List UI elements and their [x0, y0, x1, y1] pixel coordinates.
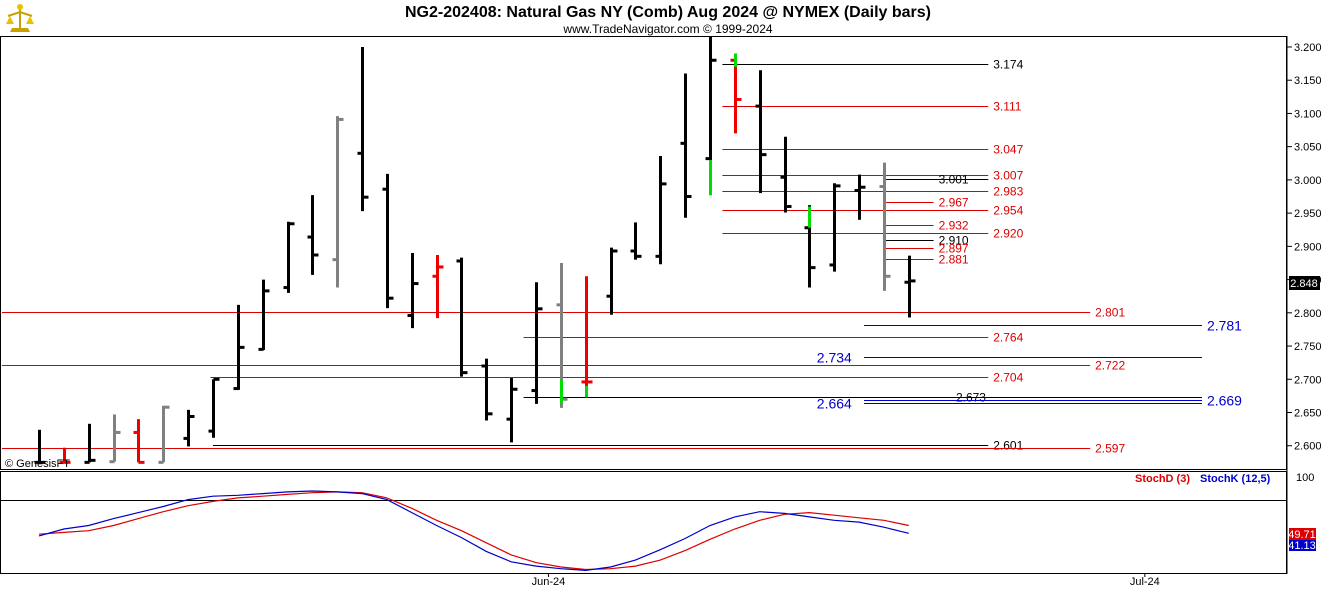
level-label: 3.001 — [939, 173, 969, 187]
y-tick-label: 2.700 — [1294, 374, 1322, 386]
ohlc-bar — [904, 255, 916, 318]
stoch-k-line — [38, 490, 909, 572]
ohlc-bar — [829, 183, 841, 272]
level-label: 2.801 — [1095, 306, 1125, 320]
stoch-d-value-box — [1289, 528, 1316, 540]
ohlc-bar — [357, 46, 369, 212]
ohlc-bar — [655, 155, 667, 265]
level-label: 3.047 — [993, 143, 1023, 157]
ohlc-bar — [109, 414, 121, 464]
ohlc-bar — [879, 162, 891, 291]
level-label: 2.983 — [993, 185, 1023, 199]
level-label: 3.174 — [993, 58, 1023, 72]
level-label: 2.781 — [1207, 318, 1242, 334]
ohlc-bar — [59, 447, 71, 464]
ohlc-bar — [183, 409, 195, 447]
ohlc-bar — [208, 377, 220, 438]
ohlc-bar — [382, 173, 394, 309]
y-tick-label: 2.650 — [1294, 408, 1322, 420]
ohlc-bar — [755, 70, 767, 194]
ohlc-bar — [283, 221, 295, 293]
level-label: 2.764 — [993, 331, 1023, 345]
watermark-label: © GenesisFT — [5, 458, 70, 470]
chart-subtitle: www.TradeNavigator.com © 1999-2024 — [562, 22, 772, 36]
level-label: 2.967 — [939, 196, 969, 210]
ohlc-bar — [84, 423, 96, 464]
ohlc-bar — [680, 73, 692, 218]
level-label: 2.673 — [956, 391, 986, 405]
level-label: 2.932 — [939, 219, 969, 233]
x-tick-label: Jul-24 — [1130, 576, 1160, 588]
y-tick-label: 3.150 — [1294, 75, 1322, 87]
ohlc-bar — [531, 282, 543, 404]
y-tick-label: 3.200 — [1294, 42, 1322, 54]
stoch-d-line — [38, 491, 909, 571]
stoch-tick-100: 100 — [1296, 472, 1314, 484]
last-price-label: 2.848 — [1290, 278, 1318, 290]
stoch-k-value: 41.13 — [1288, 540, 1316, 552]
ohlc-bar — [407, 253, 419, 329]
stoch-k-value-box — [1289, 540, 1316, 551]
ohlc-bar — [606, 247, 618, 315]
level-label: 2.597 — [1095, 442, 1125, 456]
ohlc-bar — [456, 257, 468, 377]
level-label: 3.111 — [993, 100, 1022, 114]
stoch-d-value: 49.71 — [1288, 529, 1316, 541]
last-price-box — [1289, 276, 1320, 290]
chart-title: NG2-202408: Natural Gas NY (Comb) Aug 20… — [405, 4, 931, 21]
y-tick-label: 3.100 — [1294, 108, 1322, 120]
level-label: 2.954 — [993, 204, 1023, 218]
legend-stoch-k: StochK (12,5) — [1200, 473, 1271, 485]
y-tick-label: 2.950 — [1294, 208, 1322, 220]
price-levels: 3.174 3.111 3.047 3.007 3.001 2.983 2.967 2.954… — [2, 58, 1242, 456]
ohlc-bar — [34, 429, 46, 464]
ohlc-bar — [854, 174, 866, 220]
ohlc-bar — [432, 254, 444, 319]
y-tick-label: 2.750 — [1294, 341, 1322, 353]
level-label: 2.881 — [939, 253, 969, 267]
level-label: 2.897 — [939, 242, 969, 256]
ohlc-bar — [258, 279, 270, 351]
level-label: 2.669 — [1207, 393, 1242, 409]
level-label: 2.920 — [993, 227, 1023, 241]
x-axis: Jun-24 Jul-24 — [532, 573, 1160, 588]
ohlc-bar — [332, 116, 344, 288]
level-label: 2.704 — [993, 371, 1023, 385]
level-label: 2.601 — [993, 439, 1023, 453]
level-label: 2.910 — [939, 234, 969, 248]
legend-stoch-d: StochD (3) — [1135, 473, 1190, 485]
ohlc-bar — [233, 304, 245, 391]
ohlc-bar — [307, 195, 319, 275]
ohlc-bar — [630, 222, 642, 260]
level-label: 2.734 — [817, 350, 852, 366]
price-bars — [34, 37, 916, 464]
level-label: 2.722 — [1095, 359, 1125, 373]
y-tick-label: 3.050 — [1294, 142, 1322, 154]
ohlc-bar — [133, 419, 145, 464]
ohlc-bar — [506, 377, 518, 443]
ohlc-bar — [158, 405, 170, 464]
level-label: 3.007 — [993, 169, 1023, 183]
trader-logo-icon — [6, 4, 34, 32]
y-tick-label: 2.900 — [1294, 241, 1322, 253]
ohlc-bar — [581, 276, 593, 398]
price-y-axis: 3.2003.1503.1003.0503.0002.9502.9002.850… — [1287, 42, 1322, 453]
stochastic-lines — [1, 490, 1286, 572]
level-label: 2.664 — [817, 396, 852, 412]
y-tick-label: 2.800 — [1294, 308, 1322, 320]
y-tick-label: 3.000 — [1294, 175, 1322, 187]
ohlc-bar — [780, 136, 792, 213]
x-tick-label: Jun-24 — [532, 576, 566, 588]
ohlc-bar — [481, 358, 493, 421]
y-tick-label: 2.600 — [1294, 441, 1322, 453]
